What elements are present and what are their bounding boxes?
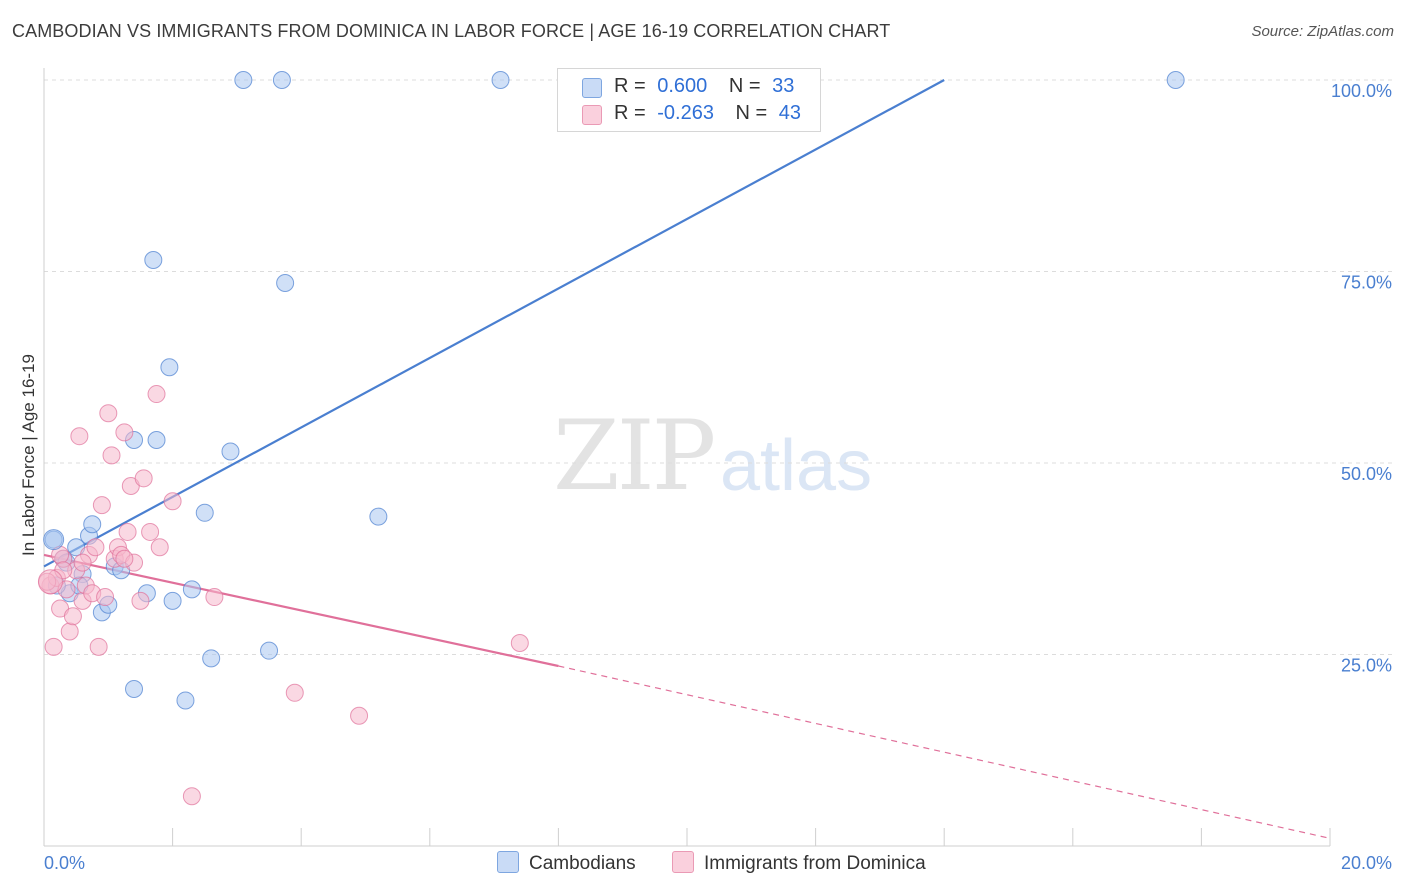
cambodian-point xyxy=(147,431,166,450)
legend-r-value: -0.263 xyxy=(657,102,714,124)
cambodian-point xyxy=(1166,71,1185,89)
dominica-point xyxy=(73,553,92,572)
dominica-point xyxy=(96,588,115,607)
data-points xyxy=(37,71,1185,806)
dominica-point xyxy=(150,538,169,557)
legend-r-label: R = xyxy=(614,102,646,124)
y-tick-label: 100.0% xyxy=(1331,81,1392,101)
bottom-legend-label-cambodians: Cambodians xyxy=(529,853,636,874)
x-tick-label: 20.0% xyxy=(1341,853,1392,873)
dominica-point xyxy=(102,446,121,465)
cambodian-point xyxy=(369,507,388,526)
dominica-point xyxy=(70,427,89,446)
legend-n-label: N = xyxy=(728,75,761,97)
x-tick-label: 0.0% xyxy=(44,853,85,873)
dominica-point xyxy=(163,492,182,511)
correlation-legend: R = 0.600 N = 33 R = -0.263 N = 43 xyxy=(557,68,821,132)
dominica-point xyxy=(60,622,79,641)
bottom-legend-swatch-cambodians xyxy=(497,851,519,873)
dominica-point xyxy=(37,569,63,595)
cambodian-point xyxy=(125,679,144,698)
dominica-point xyxy=(115,423,134,442)
trend-line-dominica-extrapolated xyxy=(558,665,1331,839)
cambodian-point xyxy=(43,529,65,551)
legend-n-value: 43 xyxy=(778,102,802,124)
dominica-point xyxy=(115,549,134,568)
trend-line-cambodians xyxy=(43,79,945,568)
y-tick-label: 75.0% xyxy=(1341,273,1392,293)
dominica-point xyxy=(134,469,153,488)
dominica-point xyxy=(205,588,224,607)
gridlines xyxy=(44,79,1392,655)
watermark-zip: ZIP xyxy=(553,400,716,512)
legend-swatch-dominica xyxy=(582,105,602,125)
dominica-point xyxy=(510,634,529,653)
cambodian-point xyxy=(176,691,195,710)
legend-r-value: 0.600 xyxy=(657,75,708,97)
dominica-point xyxy=(141,522,160,541)
dominica-point xyxy=(285,683,304,702)
cambodian-point xyxy=(182,580,201,599)
dominica-point xyxy=(118,522,137,541)
cambodian-point xyxy=(272,71,291,89)
cambodian-point xyxy=(195,503,214,522)
axes xyxy=(43,68,1331,847)
source-label: Source: ZipAtlas.com xyxy=(1251,23,1394,40)
dominica-point xyxy=(89,637,108,656)
dominica-point xyxy=(350,706,369,725)
dominica-point xyxy=(131,591,150,610)
y-axis-label: In Labor Force | Age 16-19 xyxy=(19,354,38,556)
legend-row-dominica: R = -0.263 N = 43 xyxy=(558,100,820,128)
dominica-point xyxy=(182,787,201,806)
bottom-legend-swatch-dominica xyxy=(672,851,694,873)
cambodian-point xyxy=(276,273,295,292)
dominica-point xyxy=(99,404,118,423)
cambodian-point xyxy=(221,442,240,461)
legend-n-value: 33 xyxy=(772,75,795,97)
y-tick-label: 50.0% xyxy=(1341,464,1392,484)
legend-swatch-cambodians xyxy=(582,78,602,98)
dominica-point xyxy=(86,538,105,557)
chart-title: CAMBODIAN VS IMMIGRANTS FROM DOMINICA IN… xyxy=(12,21,891,41)
bottom-legend-dominica: Immigrants from Dominica xyxy=(672,851,926,875)
y-tick-label: 25.0% xyxy=(1341,656,1392,676)
cambodian-point xyxy=(163,591,182,610)
tick-labels: 25.0% 50.0% 75.0% 100.0% 0.0% 20.0% xyxy=(44,81,1392,873)
legend-n-label: N = xyxy=(735,102,768,124)
cambodian-point xyxy=(260,641,279,660)
bottom-legend-label-dominica: Immigrants from Dominica xyxy=(704,853,926,874)
cambodian-point xyxy=(160,358,179,377)
watermark-atlas: atlas xyxy=(720,426,873,506)
trend-line-dominica xyxy=(43,553,559,668)
cambodian-point xyxy=(234,71,253,89)
cambodian-point xyxy=(144,251,163,270)
dominica-point xyxy=(44,637,63,656)
dominica-point xyxy=(63,607,82,626)
dominica-point xyxy=(92,496,111,515)
cambodian-point xyxy=(83,515,102,534)
dominica-point xyxy=(147,385,166,404)
cambodian-point xyxy=(202,649,221,668)
cambodian-point xyxy=(491,71,510,89)
bottom-legend-cambodians: Cambodians xyxy=(497,851,636,875)
trend-lines xyxy=(43,79,1331,839)
legend-r-label: R = xyxy=(614,75,646,97)
legend-row-cambodians: R = 0.600 N = 33 xyxy=(558,73,820,101)
